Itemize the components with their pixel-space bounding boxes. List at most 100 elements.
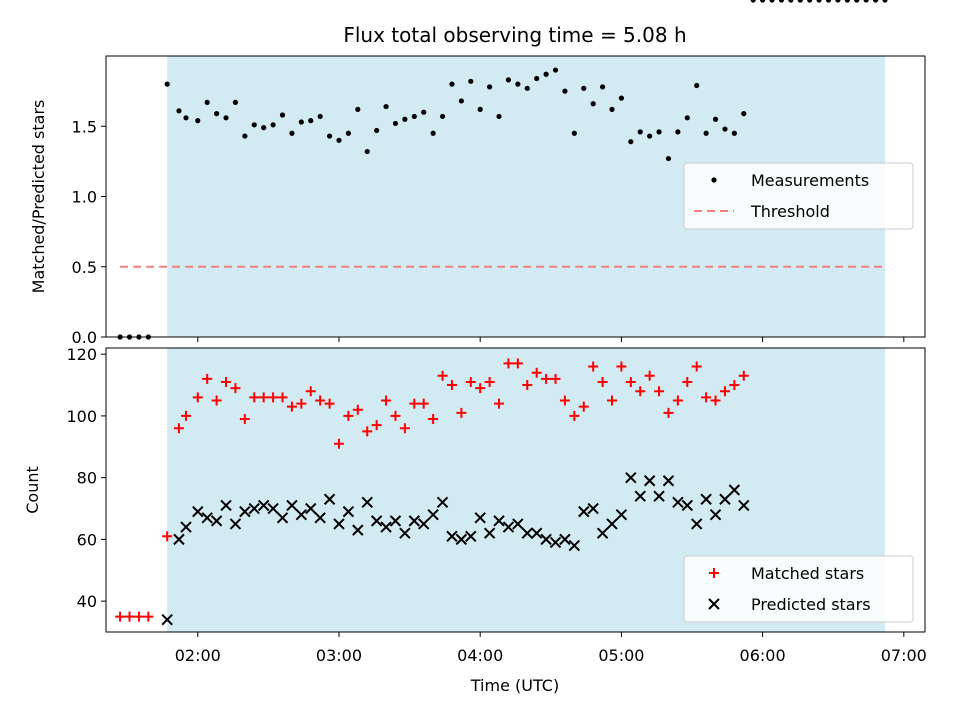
measurement-point [562,88,568,94]
measurement-point [232,99,239,105]
y-tick-label: 120 [66,345,97,364]
measurement-point [223,115,229,121]
predicted-stars-point [559,533,571,546]
matched-stars-point [371,420,382,431]
bottom-axes-frame [105,347,926,633]
predicted-stars-point [446,530,458,543]
measurement-point [270,122,276,128]
predicted-stars-point [220,499,232,512]
top-y-axis-label: Matched/Predicted stars [29,100,48,294]
measurement-point [590,101,596,107]
measurement-point [844,0,850,3]
matched-stars-point [352,404,363,415]
measurement-point [675,129,681,135]
measurement-point [289,130,295,136]
measurement-point [741,111,747,117]
x-tick-label: 07:00 [881,646,927,665]
matched-stars-point [286,401,297,412]
predicted-stars-point [201,512,213,524]
predicted-stars-point [427,508,439,521]
matched-stars-point [333,438,344,449]
measurements-panel: 0.0 0.5 1.0 1.5 Matched/Predicted stars Mea… [29,0,926,347]
matched-stars-point [192,392,203,403]
measurement-point [552,67,559,73]
matched-stars-point [362,426,373,437]
matched-stars-point [181,410,192,421]
matched-stars-point [230,383,241,394]
measurement-point [750,0,756,3]
measurement-point [863,0,869,3]
matched-stars-point [531,367,542,378]
predicted-stars-point [521,527,533,539]
predicted-stars-point [361,496,373,509]
measurement-point [195,118,201,124]
predicted-stars-point [229,518,242,530]
measurement-point [703,130,709,136]
predicted-stars-point [493,515,505,527]
matched-stars-point [277,392,288,403]
counts-panel: 40 60 80 100 120 02:00 03:00 04:00 05:00 06:00 07… [23,345,927,695]
matched-stars-point [672,395,683,406]
measurement-point [468,78,474,84]
measurement-point [628,139,634,145]
measurement-point [712,116,719,122]
matched-stars-point [173,423,184,434]
matched-stars-point [701,392,712,403]
measurement-point [176,108,182,114]
measurement-point [854,0,860,3]
matched-stars-point [644,370,655,381]
measurement-point [279,112,286,118]
predicted-stars-point [634,490,646,502]
measurement-point [439,113,446,120]
measurements-marks [117,0,888,340]
predicted-stars-point [483,527,496,539]
matched-stars-point [663,407,674,418]
predicted-stars-point [257,499,270,512]
matched-stars-point [465,376,476,387]
measurement-point [251,122,257,128]
measurement-point [374,127,380,134]
matched-stars-point [409,398,420,409]
matched-stars-point [691,361,702,372]
predicted-stars-point [399,527,411,539]
matched-stars-point [682,376,693,387]
y-tick-label: 0.0 [72,328,97,347]
counts-marks [115,358,750,626]
legend-marker [709,568,719,578]
x-tick-label: 03:00 [316,646,362,665]
predicted-stars-point [540,533,552,546]
bottom-y-ticks: 40 60 80 100 120 [66,345,106,611]
predicted-stars-point [587,502,599,515]
measurement-point [183,115,189,121]
predicted-stars-point [465,530,477,543]
measurement-point [242,133,248,139]
x-tick-label: 06:00 [740,646,786,665]
measurement-point [835,0,841,3]
predicted-stars-point [380,521,392,533]
predicted-stars-point [691,518,703,530]
measurement-point [769,0,775,3]
measurement-point [345,130,352,136]
matched-stars-point [249,392,260,403]
x-tick-label: 04:00 [457,646,503,665]
matched-stars-point [512,358,523,369]
measurement-point [816,0,822,3]
measurement-point [317,113,323,120]
matched-stars-point [522,380,533,391]
measurement-point [449,81,455,87]
measurement-point [496,113,502,120]
measurement-point [383,103,389,110]
predicted-stars-point [370,515,383,527]
measurement-point [731,130,737,136]
measurement-point [882,0,888,3]
matched-stars-point [418,398,429,409]
measurement-point [571,130,577,136]
chart-title: Flux total observing time = 5.08 h [343,23,686,47]
matched-stars-point [268,392,279,403]
measurement-point [261,125,267,131]
measurement-point [411,113,417,120]
measurement-point [807,0,813,3]
measurement-point [355,106,361,112]
bottom-legend: Matched stars Predicted stars [683,555,914,623]
matched-stars-point [616,361,627,372]
